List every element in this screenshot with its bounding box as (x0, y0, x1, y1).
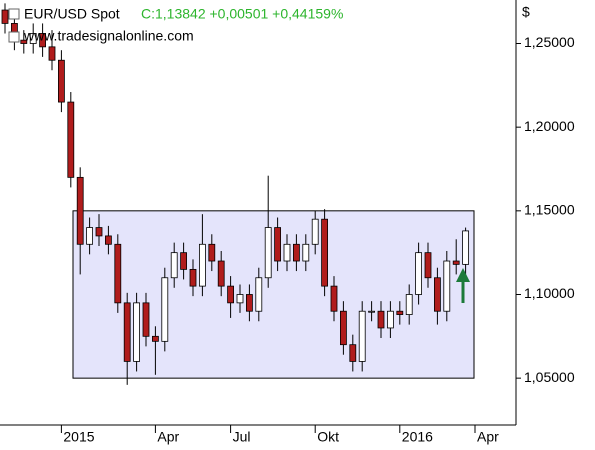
candle-body (227, 285, 235, 304)
x-tick-label: Apr (477, 429, 499, 445)
candle-body (20, 39, 28, 44)
candle-body (462, 230, 470, 265)
candle-body (368, 310, 376, 313)
candle-body (302, 243, 310, 262)
candle-body (133, 302, 141, 362)
candle-body (396, 310, 404, 315)
candle-body (405, 294, 413, 315)
candle-body (58, 59, 65, 103)
candle-body (217, 260, 225, 287)
candle-body (48, 46, 56, 61)
candle-body (198, 243, 206, 287)
candle-body (292, 243, 300, 262)
candle-body (358, 310, 366, 362)
range-box (72, 210, 475, 379)
candle-body (264, 227, 272, 279)
chart-title: EUR/USD Spot (24, 6, 120, 22)
candle-body (39, 33, 46, 48)
y-tick-label: 1,25000 (524, 34, 575, 50)
candle-body (151, 335, 159, 342)
source: www.tradesignalonline.com (23, 28, 194, 44)
y-tick-label: 1,05000 (524, 369, 575, 385)
chart-subtitle: C:1,13842 +0,00501 +0,44159% (141, 6, 343, 22)
icon (8, 8, 20, 20)
candle-body (433, 277, 441, 312)
candle-body (236, 294, 244, 304)
candle-body (377, 310, 385, 329)
candle-body (443, 260, 451, 312)
plot-area (1, 3, 475, 385)
candle-body (180, 252, 188, 270)
candle-body (76, 176, 84, 245)
candle-body (123, 302, 131, 362)
candle-body (330, 285, 338, 312)
candle-body (424, 252, 432, 279)
candle-body (245, 294, 253, 312)
candle-body (161, 277, 169, 342)
x-tick-label: 2016 (402, 429, 433, 445)
arrow-head (456, 268, 470, 282)
candle-body (29, 33, 37, 44)
candle-body (255, 277, 263, 312)
candle-body (283, 243, 291, 262)
candle-body (321, 218, 329, 287)
x-tick-label: Okt (317, 429, 339, 445)
candle-body (105, 235, 112, 245)
y-tick-label: 1,10000 (524, 285, 575, 301)
candle-body (415, 252, 423, 295)
candle-body (311, 218, 319, 245)
candle-body (386, 310, 394, 329)
candle-body (452, 260, 460, 265)
candle-body (339, 310, 347, 346)
candle-body (95, 227, 103, 237)
candle-body (1, 9, 9, 24)
candle-body (142, 302, 150, 337)
candle-body (170, 252, 178, 279)
candle-body (114, 243, 122, 304)
icon (8, 31, 20, 43)
y-axis-label: $ (522, 4, 530, 20)
x-tick-label: Apr (157, 429, 179, 445)
y-tick-label: 1,20000 (524, 118, 575, 134)
candle-body (349, 344, 357, 362)
candle-body (67, 101, 75, 178)
candle-body (189, 268, 197, 287)
x-tick-label: 2015 (63, 429, 94, 445)
x-tick-label: Jul (233, 429, 251, 445)
candle-body (274, 227, 282, 262)
candle-body (86, 227, 93, 245)
y-tick-label: 1,15000 (524, 202, 575, 218)
candle-body (208, 243, 216, 262)
